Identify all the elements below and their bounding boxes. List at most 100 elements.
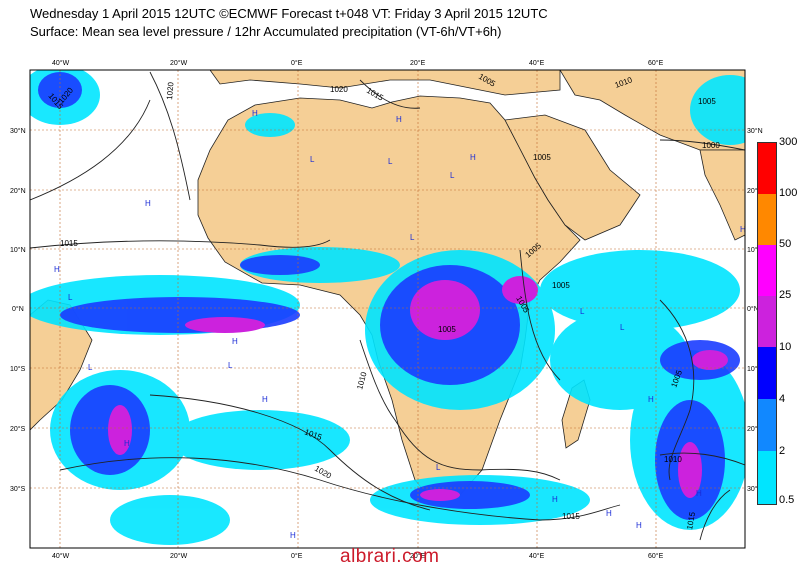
isobar-label: 1015	[685, 511, 697, 531]
precip-area	[108, 405, 132, 455]
legend-swatch	[758, 143, 776, 194]
lat-label-right: 10°S	[747, 365, 763, 373]
lat-label-right: 30°S	[747, 485, 763, 493]
legend-label: 2	[779, 445, 786, 457]
isobar-line	[659, 452, 745, 466]
isobar-line	[149, 394, 431, 511]
legend-label: 50	[779, 238, 792, 250]
lat-label-left: 10°N	[10, 246, 26, 254]
precip-area	[678, 442, 702, 498]
isobar-line	[59, 457, 621, 521]
isobar-line	[699, 489, 731, 541]
high-pressure-marker: H	[606, 509, 612, 518]
precip-area	[502, 276, 538, 304]
lon-label-bottom: 0°E	[291, 552, 303, 560]
pressure-centers: H H H L L L L H H L H L L H H L H H H H …	[54, 109, 746, 540]
precip-area	[540, 250, 740, 330]
legend-swatch	[758, 296, 776, 347]
chart-title-line1: Wednesday 1 April 2015 12UTC ©ECMWF Fore…	[30, 6, 548, 21]
legend-label: 100	[779, 187, 798, 199]
lon-label-top: 60°E	[648, 59, 664, 67]
isobar-label: 1000	[702, 141, 720, 150]
lat-label-left: 20°S	[10, 425, 26, 433]
high-pressure-marker: H	[145, 199, 151, 208]
high-pressure-marker: H	[252, 109, 258, 118]
legend-label: 25	[779, 289, 792, 301]
isobar-label: 1020	[165, 81, 176, 100]
precip-area	[410, 280, 480, 340]
precip-area	[240, 255, 320, 275]
high-pressure-marker: H	[648, 395, 654, 404]
low-pressure-marker: L	[410, 233, 415, 242]
high-pressure-marker: H	[54, 265, 60, 274]
precip-area	[170, 410, 350, 470]
watermark-text: albrari.com	[340, 546, 440, 567]
high-pressure-marker: H	[552, 495, 558, 504]
arabia-landmass	[504, 114, 641, 241]
europe-landmass	[209, 70, 561, 96]
precipitation-legend	[757, 142, 777, 505]
lon-label-bottom: 40°E	[529, 552, 545, 560]
legend-swatch	[758, 194, 776, 245]
legend-swatch	[758, 245, 776, 296]
graticule	[30, 70, 745, 548]
high-pressure-marker: H	[696, 489, 702, 498]
legend-label: 300	[779, 136, 798, 148]
map-frame	[29, 69, 746, 549]
low-pressure-marker: L	[68, 293, 73, 302]
isobar-label: 1020	[330, 85, 348, 94]
legend-label: 0.5	[779, 494, 795, 506]
low-pressure-marker: L	[580, 307, 585, 316]
chart-title-line2: Surface: Mean sea level pressure / 12hr …	[30, 24, 502, 39]
lat-label-left: 20°N	[10, 187, 26, 195]
low-pressure-marker: L	[450, 171, 455, 180]
precip-area	[60, 297, 300, 333]
precip-area	[550, 310, 690, 410]
lon-label-top: 0°E	[291, 59, 303, 67]
lon-label-top: 40°W	[52, 59, 70, 67]
lon-label-bottom: 40°W	[52, 552, 70, 560]
lon-label-bottom: 60°E	[648, 552, 664, 560]
lat-label-right: 20°N	[747, 187, 763, 195]
latitude-labels: 30°N 20°N 10°N 0°N 10°S 20°S 30°S 30°N 2…	[10, 127, 763, 493]
low-pressure-marker: L	[88, 363, 93, 372]
lat-label-right: 10°N	[747, 246, 763, 254]
lat-label-right: 30°N	[747, 127, 763, 135]
legend-label: 4	[779, 393, 786, 405]
isobar-label: 1005	[698, 97, 716, 106]
high-pressure-marker: H	[396, 115, 402, 124]
lon-label-bottom: 20°E	[410, 552, 426, 560]
precip-heavy	[108, 276, 728, 501]
isobars	[30, 71, 745, 541]
high-pressure-marker: H	[636, 521, 642, 530]
low-pressure-marker: L	[310, 155, 315, 164]
high-pressure-marker: H	[740, 225, 746, 234]
legend-swatch	[758, 347, 776, 399]
isobar-line	[519, 249, 561, 381]
isobar-label: 1010	[664, 455, 682, 464]
isobar-label: 1015	[562, 512, 580, 521]
lon-label-top: 40°E	[529, 59, 545, 67]
isobar-line	[359, 339, 561, 481]
legend-label: 10	[779, 341, 792, 353]
legend-swatch	[758, 451, 776, 504]
india-landmass	[699, 149, 745, 241]
lat-label-left: 30°S	[10, 485, 26, 493]
longitude-labels: 40°W 20°W 0°E 20°E 40°E 60°E 40°W 20°W 0…	[52, 59, 664, 560]
high-pressure-marker: H	[290, 531, 296, 540]
lat-label-left: 30°N	[10, 127, 26, 135]
low-pressure-marker: L	[620, 323, 625, 332]
legend-swatch	[758, 399, 776, 451]
isobar-label: 1005	[533, 153, 551, 162]
lon-label-top: 20°E	[410, 59, 426, 67]
lat-label-left: 0°N	[12, 305, 24, 313]
precip-area	[690, 75, 745, 145]
lon-label-top: 20°W	[170, 59, 188, 67]
isobar-label: 1005	[438, 325, 456, 334]
isobar-label: 1005	[552, 281, 570, 290]
low-pressure-marker: L	[388, 157, 393, 166]
precip-area	[185, 317, 265, 333]
precip-area	[110, 495, 230, 545]
isobar-line	[149, 71, 191, 201]
